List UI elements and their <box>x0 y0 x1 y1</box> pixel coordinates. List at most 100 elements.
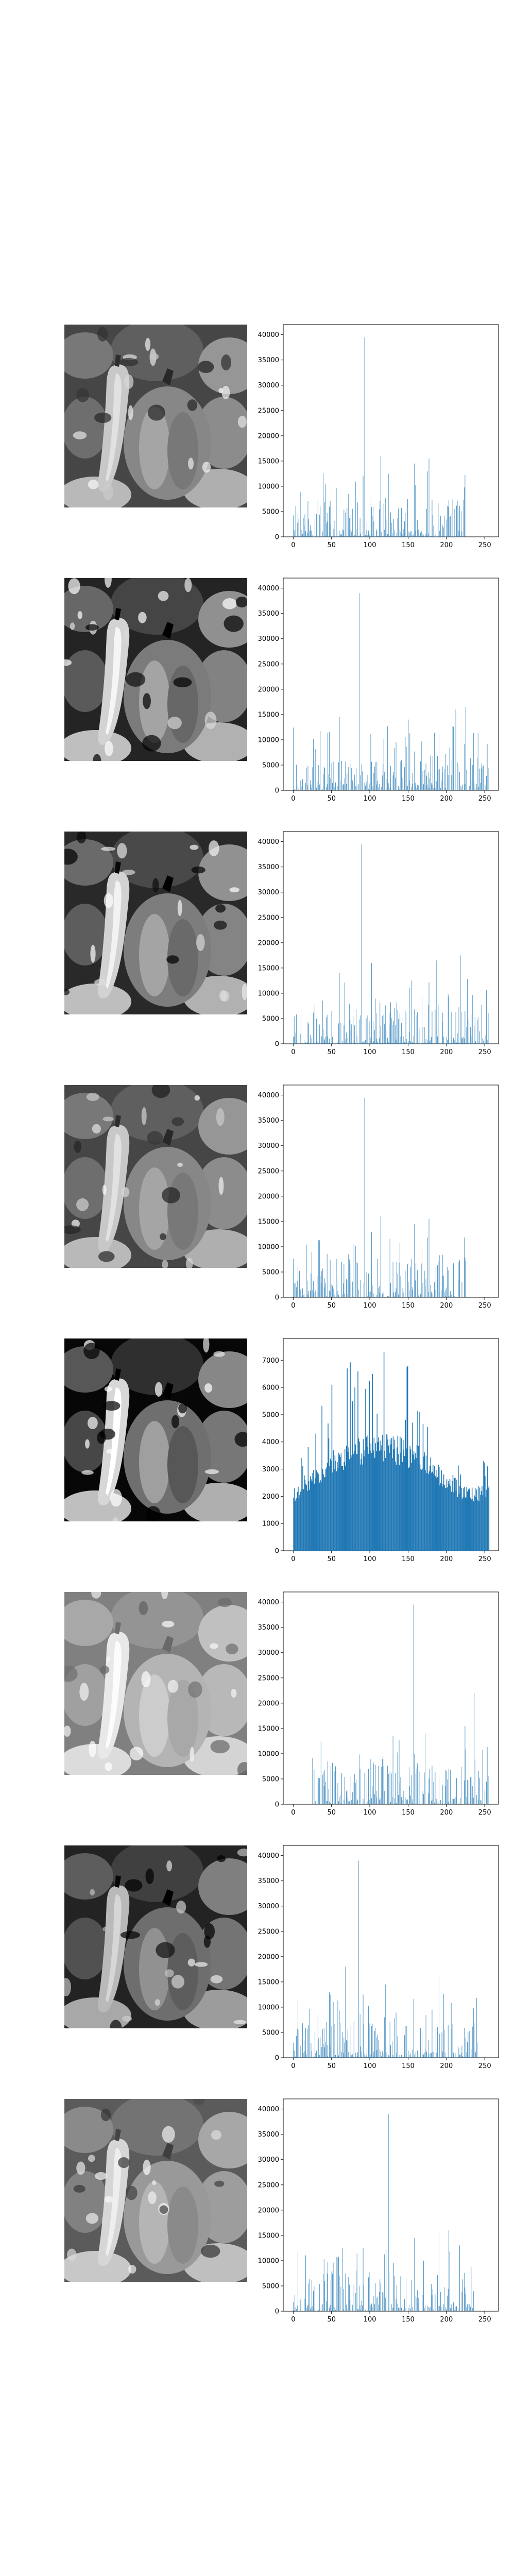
bar <box>362 1464 363 1551</box>
bar <box>456 505 457 537</box>
bar <box>437 755 438 790</box>
y-tick-label: 35000 <box>258 1877 279 1885</box>
bar <box>437 1036 438 1044</box>
bar <box>418 1446 419 1551</box>
bar <box>424 1452 425 1551</box>
bar <box>316 1470 317 1551</box>
peppers-image <box>64 1085 247 1268</box>
bar <box>302 779 303 790</box>
y-tick-label: 25000 <box>258 2181 279 2189</box>
bar <box>355 1042 356 1044</box>
bar <box>401 1797 402 1804</box>
histogram-chart: 0 50 100 150 200 250 0 5000 10000 15000 20000 25000… <box>258 578 499 803</box>
bar <box>381 1445 382 1551</box>
bar <box>469 1488 470 1551</box>
bar <box>372 786 373 790</box>
bar <box>467 1780 468 1804</box>
bar <box>402 777 403 790</box>
bar <box>344 510 345 537</box>
x-tick-label: 100 <box>364 541 376 549</box>
bar <box>432 2009 433 2058</box>
bar <box>426 509 427 537</box>
bar <box>339 1454 340 1551</box>
figure-row: 0 50 100 150 200 250 0 5000 10000 15000 20000 25000… <box>0 831 515 1058</box>
y-tick-label: 5000 <box>262 2282 279 2290</box>
bar <box>396 742 397 790</box>
bar <box>437 2027 438 2058</box>
bar <box>362 771 363 790</box>
bar <box>313 1012 314 1044</box>
bar <box>341 1262 342 1297</box>
bar <box>410 1041 411 1044</box>
x-tick-label: 200 <box>440 2062 453 2070</box>
bar <box>333 1450 334 1551</box>
bar <box>371 507 372 537</box>
bar <box>382 775 383 790</box>
x-tick-label: 100 <box>364 795 376 803</box>
bar <box>445 536 447 537</box>
x-tick-label: 250 <box>478 1302 491 1310</box>
bar <box>415 1453 416 1551</box>
bar <box>338 2257 339 2311</box>
bar <box>319 1240 320 1297</box>
bar <box>410 1267 411 1297</box>
bar <box>354 1025 355 1044</box>
bar <box>381 787 382 790</box>
bar <box>363 1994 364 2058</box>
bar <box>486 1782 487 1804</box>
bar <box>443 2304 444 2311</box>
bar <box>462 1497 464 1551</box>
bar <box>375 2028 376 2058</box>
bar <box>396 2012 397 2058</box>
bar <box>352 1792 353 1804</box>
bar <box>411 1799 413 1804</box>
bar <box>369 1800 370 1804</box>
bar <box>300 1033 301 1044</box>
bar <box>443 1475 444 1551</box>
bar <box>315 749 316 790</box>
bar <box>352 2054 353 2058</box>
bar <box>327 1014 328 1044</box>
bar <box>464 1487 465 1551</box>
bar <box>335 1766 336 1804</box>
x-tick-label: 100 <box>364 2316 376 2324</box>
bar <box>315 1290 316 1297</box>
bar <box>369 1380 370 1551</box>
bar <box>326 787 327 790</box>
bar <box>465 1725 466 1804</box>
bar <box>381 531 382 537</box>
bar <box>339 973 340 1044</box>
bar <box>450 1291 451 1297</box>
bar <box>417 520 418 537</box>
bar <box>345 2273 346 2311</box>
bar <box>327 2045 328 2058</box>
bar <box>447 1779 448 1804</box>
y-tick-label: 15000 <box>258 711 279 719</box>
y-tick-label: 5000 <box>262 2029 279 2037</box>
bar <box>339 1797 340 1804</box>
bar <box>372 2307 373 2311</box>
bar <box>391 2304 392 2311</box>
bar <box>420 761 421 790</box>
bar <box>305 1484 306 1551</box>
bar <box>294 530 295 537</box>
bar <box>372 2023 373 2058</box>
y-tick-label: 25000 <box>258 660 279 668</box>
bar <box>308 518 309 537</box>
bar <box>293 515 294 537</box>
x-tick-label: 50 <box>327 1555 336 1563</box>
bar <box>454 1040 455 1044</box>
y-tick-label: 5000 <box>262 1015 279 1023</box>
bar <box>327 1253 328 1297</box>
bar <box>411 2307 413 2311</box>
bar <box>308 1481 310 1551</box>
bar <box>294 2310 295 2311</box>
bar <box>447 1487 448 1551</box>
x-tick-label: 250 <box>478 1809 491 1817</box>
bar <box>296 765 297 790</box>
bar <box>333 1289 334 1297</box>
bar <box>372 515 373 537</box>
bar <box>460 955 461 1044</box>
bar <box>388 783 389 790</box>
bar <box>322 1469 323 1551</box>
